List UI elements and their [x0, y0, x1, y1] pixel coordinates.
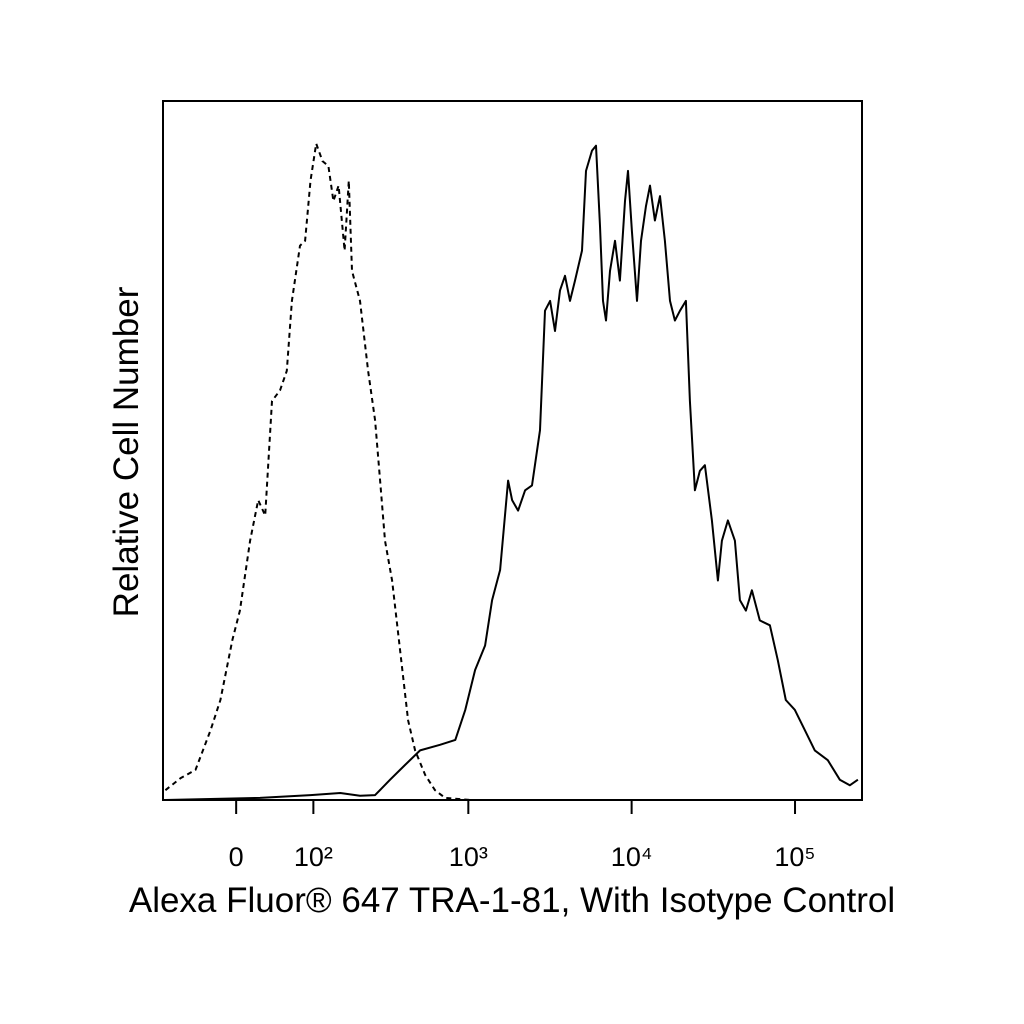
x-tick-label: 0 — [229, 842, 244, 872]
x-tick-label: 10⁵ — [774, 842, 815, 872]
x-tick-label: 10⁴ — [611, 842, 653, 872]
series-line — [164, 142, 471, 801]
x-tick-label: 10² — [294, 842, 333, 872]
series-line — [165, 144, 859, 801]
x-tick-label: 10³ — [449, 842, 488, 872]
plot-frame — [162, 100, 863, 801]
y-axis-label: Relative Cell Number — [107, 286, 146, 617]
x-axis-label: Alexa Fluor® 647 TRA-1-81, With Isotype … — [129, 881, 895, 920]
